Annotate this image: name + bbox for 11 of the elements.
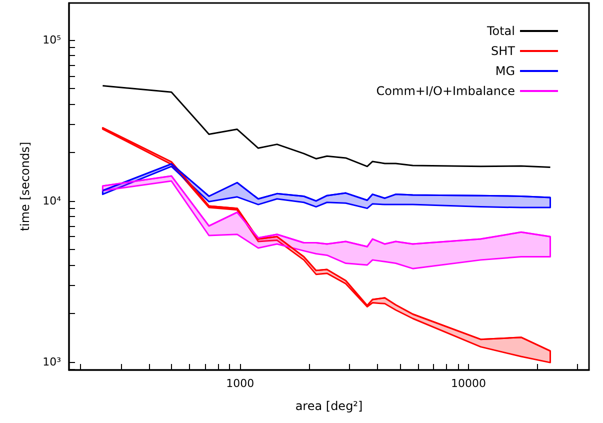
y-tick-label: 10⁴ — [42, 194, 62, 208]
legend-label: Comm+I/O+Imbalance — [376, 84, 515, 98]
y-tick-label: 10³ — [42, 355, 61, 368]
legend-label: MG — [495, 64, 515, 78]
y-axis-title: time [seconds] — [18, 142, 32, 232]
x-tick-label: 1000 — [226, 377, 254, 390]
legend-label: Total — [486, 24, 515, 38]
x-tick-label: 10000 — [451, 377, 486, 390]
x-axis-title: area [deg²] — [295, 399, 363, 413]
y-tick-label: 10⁵ — [42, 34, 61, 47]
legend-label: SHT — [491, 44, 516, 58]
